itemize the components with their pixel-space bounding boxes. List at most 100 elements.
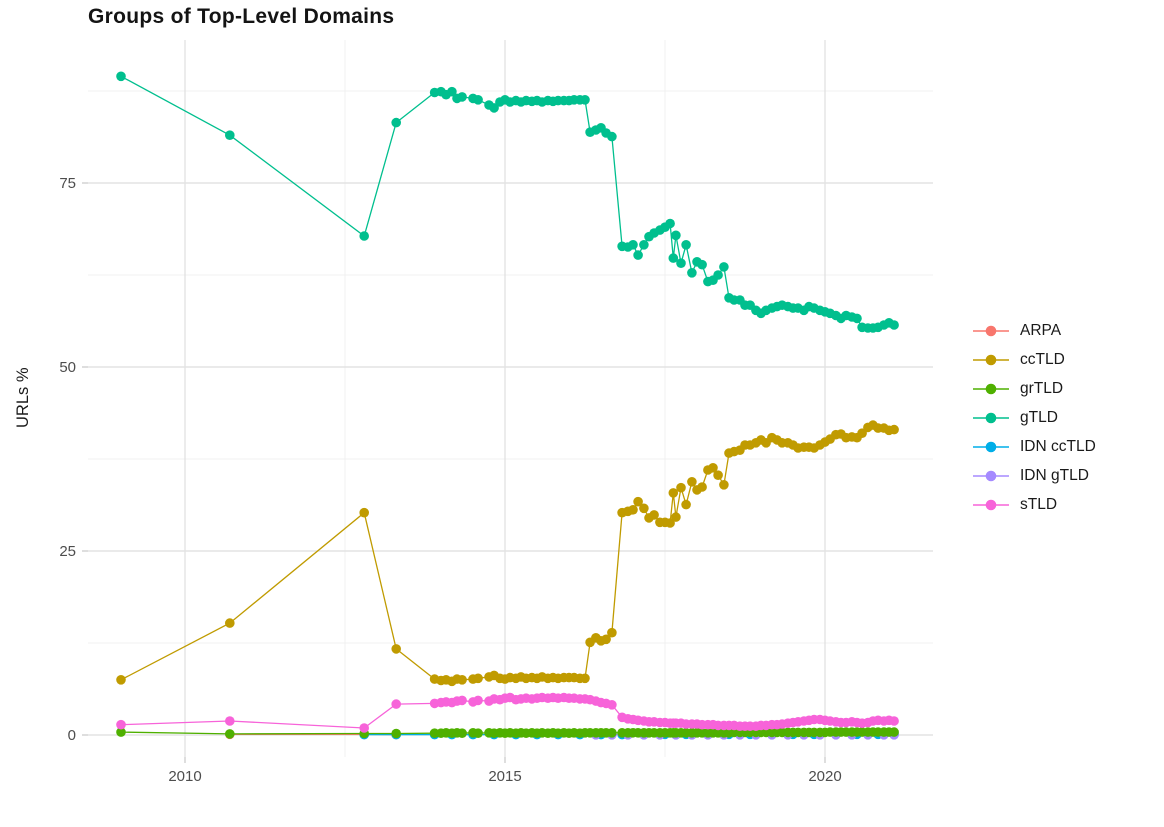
- legend-key-icon: [973, 412, 1009, 423]
- legend-label: IDN gTLD: [1020, 466, 1089, 484]
- series-cctld: [116, 420, 899, 687]
- legend-item-cctld: ccTLD: [972, 349, 1096, 370]
- legend-label: grTLD: [1020, 379, 1064, 397]
- legend-key-icon: [973, 383, 1009, 394]
- legend-key-icon: [973, 441, 1009, 452]
- y-tick-label: 75: [59, 175, 76, 192]
- data-point: [457, 92, 467, 102]
- data-point: [676, 482, 686, 493]
- data-point: [633, 496, 643, 507]
- data-point: [391, 699, 402, 709]
- chart-title: Groups of Top-Level Domains: [88, 5, 395, 28]
- data-point: [668, 488, 679, 498]
- data-point: [116, 727, 126, 737]
- data-point: [601, 634, 611, 645]
- series-line: [120, 75, 895, 329]
- data-point: [649, 510, 659, 520]
- legend: ARPA ccTLD grTLD gTLD IDN ccTLD IDN gTLD sTLD: [972, 320, 1096, 515]
- data-point: [697, 259, 707, 270]
- data-point: [116, 719, 126, 730]
- data-point: [359, 507, 370, 518]
- data-point: [225, 618, 235, 628]
- data-point: [665, 218, 675, 229]
- data-point: [671, 230, 681, 241]
- data-point: [116, 675, 126, 685]
- axis-ticks: [82, 182, 826, 763]
- data-point: [639, 240, 649, 250]
- data-point: [676, 258, 686, 269]
- data-point: [580, 95, 590, 105]
- data-point: [681, 499, 691, 510]
- data-point: [473, 95, 483, 105]
- legend-item-grtld: grTLD: [972, 378, 1096, 399]
- legend-key-icon: [973, 325, 1009, 336]
- data-point: [607, 131, 617, 142]
- x-tick-label: 2015: [488, 768, 521, 785]
- data-point: [628, 505, 638, 515]
- series-grtld: [116, 727, 899, 739]
- data-point: [857, 428, 867, 439]
- data-point: [708, 463, 718, 473]
- data-point: [391, 117, 402, 128]
- legend-item-idn-gtld: IDN gTLD: [972, 465, 1096, 486]
- x-tick-label: 2010: [168, 768, 201, 785]
- data-point: [473, 728, 483, 738]
- data-point: [580, 673, 590, 684]
- data-point: [687, 268, 697, 278]
- data-point: [633, 250, 643, 260]
- y-tick-label: 25: [59, 543, 76, 560]
- legend-item-gtld: gTLD: [972, 407, 1096, 428]
- data-point: [447, 86, 457, 97]
- legend-label: gTLD: [1020, 408, 1058, 426]
- data-point: [719, 480, 729, 490]
- y-tick-label: 0: [68, 727, 76, 744]
- legend-label: ARPA: [1020, 321, 1062, 339]
- data-point: [391, 644, 402, 654]
- data-point: [639, 503, 649, 514]
- data-point: [607, 728, 617, 738]
- legend-label: ccTLD: [1020, 350, 1065, 368]
- data-point: [687, 477, 697, 487]
- data-point: [225, 130, 235, 140]
- data-point: [457, 728, 467, 738]
- data-point: [852, 313, 862, 324]
- data-point: [457, 675, 467, 685]
- data-point: [713, 470, 723, 481]
- legend-label: IDN ccTLD: [1020, 437, 1096, 455]
- data-point: [889, 716, 899, 726]
- series-layer: [116, 71, 899, 740]
- data-point: [889, 320, 899, 330]
- legend-key-icon: [973, 354, 1009, 365]
- legend-key-icon: [973, 499, 1009, 510]
- data-point: [225, 729, 235, 739]
- legend-item-idn-cctld: IDN ccTLD: [972, 436, 1096, 457]
- data-point: [473, 695, 483, 706]
- data-point: [473, 673, 483, 684]
- data-point: [697, 482, 707, 492]
- x-tick-label: 2020: [808, 768, 841, 785]
- y-tick-label: 50: [59, 359, 76, 376]
- grid-major: [88, 40, 933, 757]
- y-axis-title: URLs %: [14, 367, 32, 428]
- data-point: [225, 716, 235, 726]
- data-point: [713, 270, 723, 280]
- data-point: [671, 512, 681, 522]
- legend-item-stld: sTLD: [972, 494, 1096, 515]
- legend-key-icon: [973, 470, 1009, 481]
- data-point: [359, 231, 370, 241]
- data-point: [489, 103, 499, 113]
- legend-item-arpa: ARPA: [972, 320, 1096, 341]
- data-point: [457, 695, 467, 706]
- series-stld: [116, 692, 899, 733]
- data-point: [359, 723, 370, 733]
- grid-minor: [88, 40, 933, 757]
- data-point: [665, 518, 675, 528]
- data-point: [116, 71, 126, 82]
- data-point: [668, 253, 679, 263]
- axis-tick-labels: 2010 2015 2020 0 25 50 75: [59, 175, 841, 785]
- data-point: [681, 240, 691, 250]
- series-gtld: [116, 71, 899, 333]
- data-point: [607, 700, 617, 710]
